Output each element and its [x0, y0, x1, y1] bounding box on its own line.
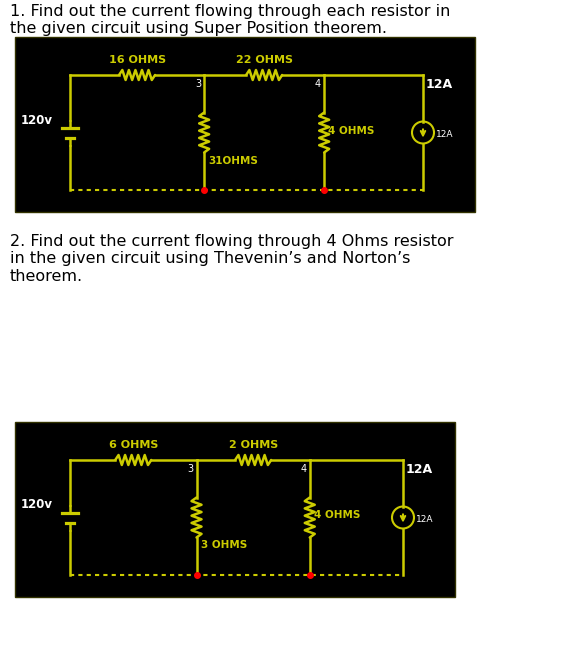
- Text: 22 OHMS: 22 OHMS: [236, 55, 293, 65]
- Text: 12A: 12A: [426, 78, 453, 91]
- Text: 3: 3: [195, 79, 201, 89]
- Text: 12A: 12A: [416, 515, 433, 524]
- Text: 120v: 120v: [21, 113, 53, 126]
- Text: 4 OHMS: 4 OHMS: [328, 125, 374, 136]
- Text: 1. Find out the current flowing through each resistor in
the given circuit using: 1. Find out the current flowing through …: [10, 4, 450, 37]
- Text: 6 OHMS: 6 OHMS: [109, 440, 158, 450]
- Text: 31OHMS: 31OHMS: [208, 155, 258, 166]
- Text: 4: 4: [315, 79, 321, 89]
- Text: 4: 4: [301, 464, 307, 474]
- Text: 2. Find out the current flowing through 4 Ohms resistor
in the given circuit usi: 2. Find out the current flowing through …: [10, 234, 454, 284]
- Text: 4 OHMS: 4 OHMS: [314, 511, 360, 520]
- Bar: [15, 37, 475, 212]
- Text: 12A: 12A: [406, 463, 433, 476]
- Text: 120v: 120v: [21, 499, 53, 512]
- Text: 2 OHMS: 2 OHMS: [228, 440, 278, 450]
- Text: 3 OHMS: 3 OHMS: [200, 541, 247, 550]
- Bar: [15, 422, 455, 597]
- Text: 16 OHMS: 16 OHMS: [109, 55, 166, 65]
- Text: 3: 3: [187, 464, 193, 474]
- Text: 12A: 12A: [436, 130, 454, 139]
